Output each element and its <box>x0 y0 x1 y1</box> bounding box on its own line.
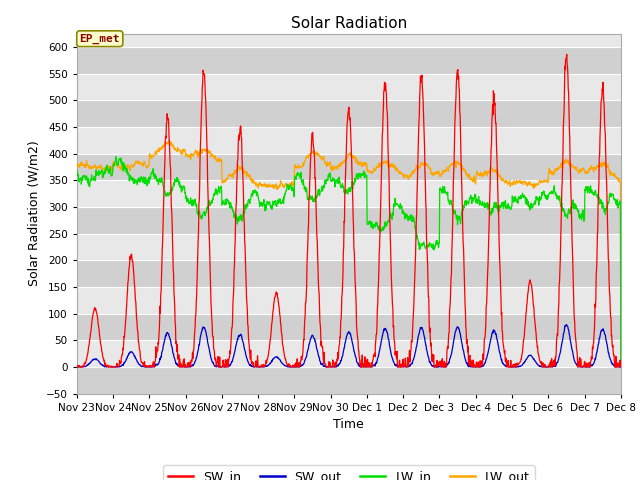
Bar <box>77 313 621 340</box>
X-axis label: Time: Time <box>333 418 364 431</box>
Bar <box>77 207 621 234</box>
Bar <box>77 260 621 287</box>
Bar <box>77 47 621 73</box>
Bar <box>77 100 621 127</box>
Title: Solar Radiation: Solar Radiation <box>291 16 407 31</box>
Y-axis label: Solar Radiation (W/m2): Solar Radiation (W/m2) <box>28 141 40 287</box>
Text: EP_met: EP_met <box>79 34 120 44</box>
Bar <box>77 367 621 394</box>
Legend: SW_in, SW_out, LW_in, LW_out: SW_in, SW_out, LW_in, LW_out <box>163 465 535 480</box>
Bar <box>77 154 621 180</box>
